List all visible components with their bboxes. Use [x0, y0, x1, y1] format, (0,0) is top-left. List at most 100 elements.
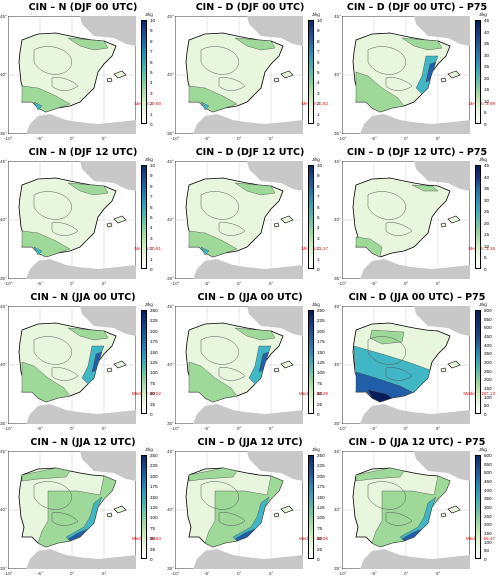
lat-label: 40°	[167, 362, 174, 367]
lon-label: -5°	[371, 136, 377, 141]
colorbar-tick-label: 6	[317, 59, 320, 65]
balearic-shape	[440, 360, 461, 373]
france-shape	[414, 306, 470, 336]
colorbar-tick-label: 200	[484, 522, 492, 528]
panel-title: CIN – D (JJA 00 UTC) – P75	[348, 292, 486, 303]
lat-label: 35°	[334, 276, 341, 281]
colorbar-tick-label: 4	[150, 225, 153, 231]
colorbar-tick-label: 150	[484, 531, 492, 536]
panel-title: CIN – D (DJF 00 UTC) – P75	[346, 2, 488, 13]
north-africa-shape	[193, 404, 303, 424]
colorbar	[475, 20, 481, 124]
panel-title: CIN – N (DJF 12 UTC)	[28, 147, 138, 158]
map-panel: CIN – D (JJA 12 UTC) – P75	[334, 435, 500, 580]
lat-label: 45°	[0, 449, 7, 454]
colorbar-tick-label: 0	[317, 412, 320, 417]
colorbar-unit: J/kg	[312, 12, 320, 17]
value-shading	[188, 182, 276, 258]
colorbar-tick-label: 0	[484, 557, 487, 562]
colorbar-tick-label: 75	[317, 525, 323, 531]
lat-label: 40°	[0, 72, 7, 77]
lat-label: 45°	[334, 304, 341, 309]
colorbar-tick-label: 3	[150, 90, 153, 96]
france-shape	[247, 16, 303, 46]
map-area	[8, 306, 136, 424]
colorbar-tick-label: 5	[150, 70, 153, 75]
panel-title: CIN – N (JJA 00 UTC)	[30, 292, 136, 303]
france-shape	[80, 306, 136, 336]
colorbar-tick-label: 75	[150, 525, 156, 531]
france-shape	[247, 306, 303, 336]
balearic-shape	[440, 505, 461, 518]
colorbar-tick-label: 3	[317, 90, 320, 96]
lon-label: -5°	[371, 281, 377, 286]
colorbar-tick-label: 200	[317, 328, 325, 334]
map-panel: CIN – N (JJA 12 UTC)	[0, 435, 166, 580]
map-panel: CIN – N (JJA 00 UTC)	[0, 290, 166, 435]
lon-label: 0°	[237, 281, 242, 286]
colorbar-tick-label: 175	[150, 484, 158, 490]
colorbar-tick-label: 0	[317, 557, 320, 562]
map-area	[342, 161, 470, 279]
colorbar-tick-label: 100	[484, 394, 492, 400]
colorbar-tick-label: 1	[317, 111, 320, 117]
colorbar-tick-label: 25	[317, 546, 323, 552]
colorbar-tick-label: 10	[484, 243, 490, 249]
map-panel: CIN – D (DJF 12 UTC) – P75	[334, 145, 500, 290]
colorbar-tick-label: 175	[317, 339, 325, 345]
value-region	[21, 230, 71, 258]
panel-title: CIN – D (JJA 12 UTC) – P75	[348, 437, 486, 448]
lat-label: 45°	[167, 159, 174, 164]
balearic-shape	[440, 70, 461, 83]
colorbar-tick-label: 0	[317, 122, 320, 127]
panel-title: CIN – D (DJF 00 UTC)	[195, 2, 305, 13]
lat-label: 35°	[0, 131, 7, 136]
lat-label: 40°	[167, 217, 174, 222]
colorbar-tick-label: 30	[484, 52, 490, 58]
value-region	[234, 37, 276, 51]
colorbar	[141, 20, 147, 124]
north-africa-shape	[26, 404, 136, 424]
contour-lines	[200, 46, 246, 91]
colorbar-tick-label: 5	[484, 255, 487, 261]
lat-label: 35°	[334, 421, 341, 426]
colorbar-tick-label: 50	[150, 536, 156, 542]
colorbar-unit: J/kg	[479, 447, 487, 452]
value-region	[234, 327, 276, 341]
map-area	[175, 306, 303, 424]
colorbar-tick-label: 9	[317, 28, 320, 34]
lon-label: -10°	[338, 571, 347, 576]
contour-lines	[367, 46, 413, 91]
colorbar-tick-label: 9	[150, 28, 153, 34]
colorbar-tick-label: 150	[150, 349, 158, 355]
lon-label: -5°	[37, 281, 43, 286]
colorbar-tick-label: 4	[317, 80, 320, 86]
lon-label: -10°	[4, 136, 13, 141]
colorbar-tick-label: 0	[150, 122, 153, 127]
colorbar-tick-label: 7	[150, 194, 153, 200]
lat-label: 45°	[167, 304, 174, 309]
colorbar	[475, 165, 481, 269]
value-region	[67, 37, 109, 51]
lon-label: 5°	[269, 136, 274, 141]
colorbar-tick-label: 0	[484, 122, 487, 127]
lat-label: 40°	[334, 72, 341, 77]
colorbar-tick-label: 400	[484, 487, 492, 493]
balearic-shape	[273, 505, 294, 518]
north-africa-shape	[360, 404, 470, 424]
value-region	[67, 182, 109, 196]
colorbar-tick-label: 350	[484, 351, 492, 357]
map-area	[175, 161, 303, 279]
colorbar-tick-label: 600	[484, 453, 492, 458]
value-region	[188, 230, 238, 258]
colorbar-tick-label: 225	[150, 463, 158, 469]
colorbar-tick-label: 10	[317, 18, 323, 23]
value-region	[355, 71, 405, 113]
colorbar-tick-label: 100	[150, 370, 158, 376]
lat-label: 45°	[334, 449, 341, 454]
north-africa-shape	[193, 114, 303, 134]
median-label: Median: 3.16	[468, 246, 495, 251]
lat-label: 35°	[334, 566, 341, 571]
median-label: Median: 1.17	[301, 246, 328, 251]
map-area	[175, 16, 303, 134]
